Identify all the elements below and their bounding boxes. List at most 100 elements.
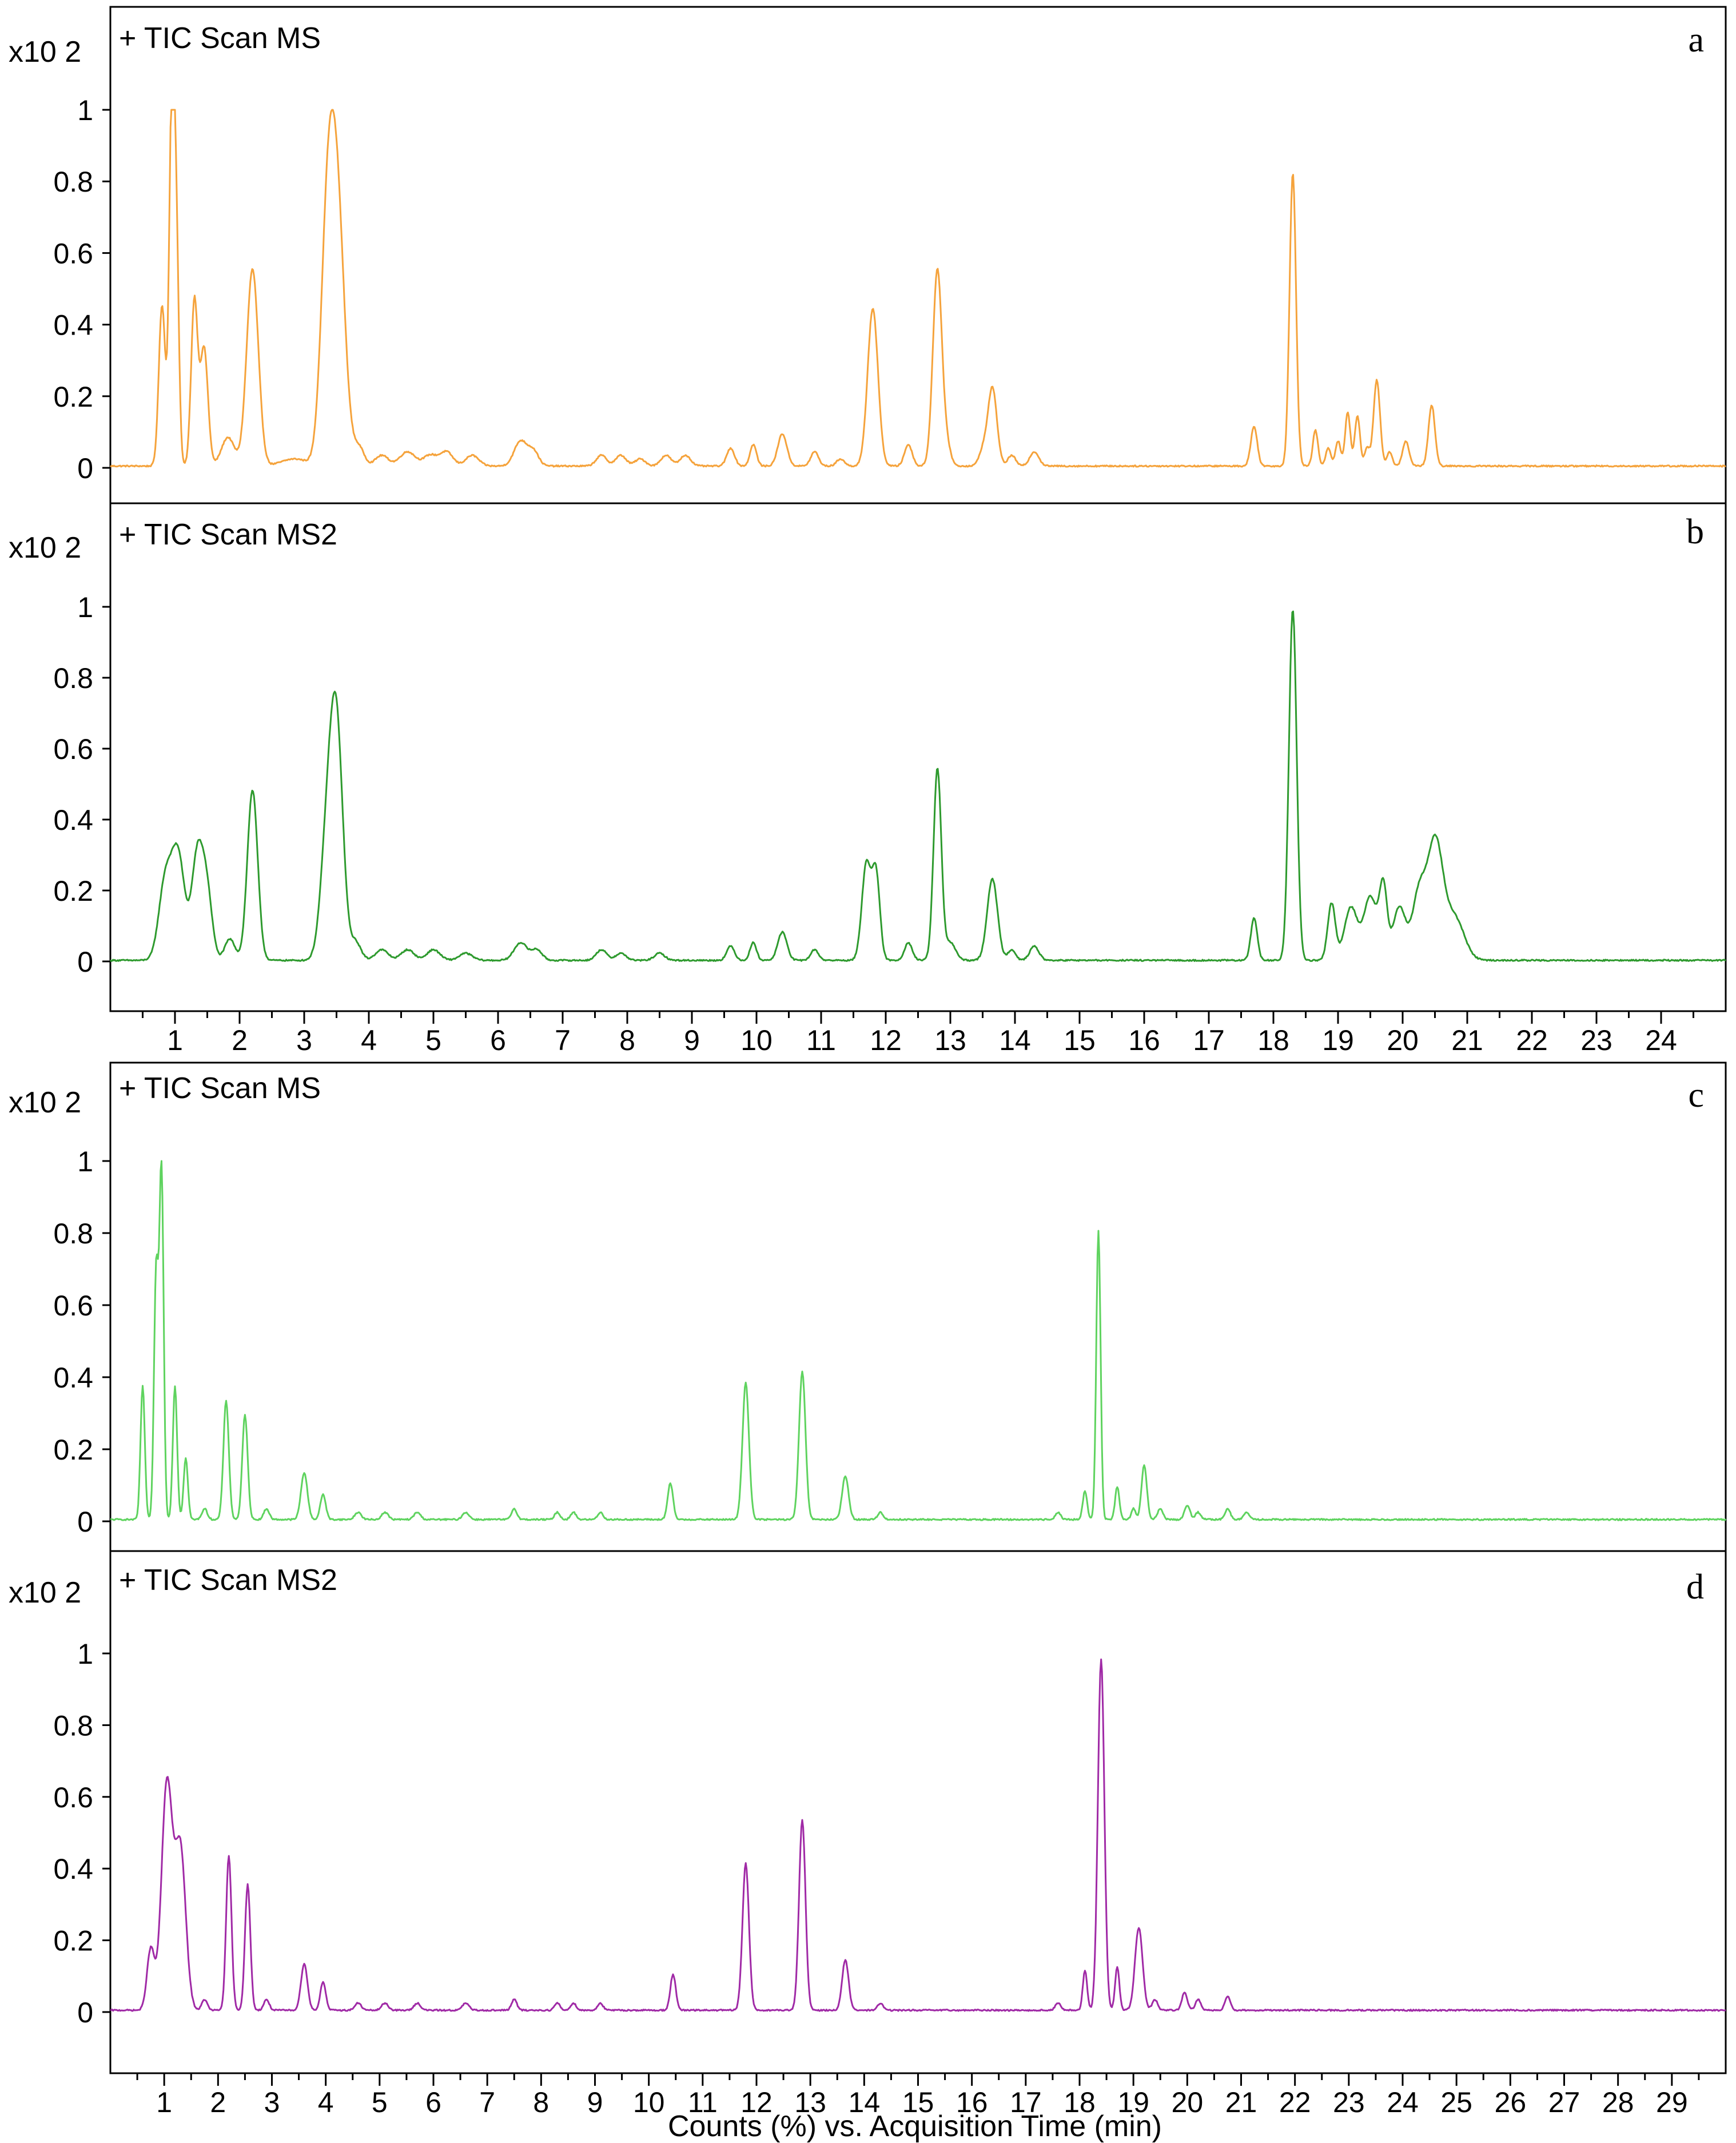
panel-c-ylabel: x10 2 — [9, 1086, 81, 1119]
panel-d-xtick-label: 2 — [210, 2086, 226, 2118]
panel-c-ytick-label: 0.8 — [53, 1218, 93, 1250]
panel-d-xtick-label: 11 — [688, 2086, 718, 2118]
panel-c-ytick-label: 0.6 — [53, 1290, 93, 1322]
panel-b-ytick-label: 0.6 — [53, 733, 93, 765]
panel-b-xtick-label: 20 — [1387, 1024, 1419, 1056]
panel-d-ylabel: x10 2 — [9, 1576, 81, 1609]
panel-d-xtick-label: 26 — [1495, 2086, 1527, 2118]
panel-d-xtick-label: 5 — [372, 2086, 388, 2118]
panel-c-ytick-label: 0 — [77, 1506, 93, 1538]
panel-d-xtick-label: 20 — [1172, 2086, 1204, 2118]
panel-b-xtick-label: 19 — [1322, 1024, 1354, 1056]
panel-b-title: + TIC Scan MS2 — [119, 518, 337, 551]
panel-d-letter: d — [1686, 1568, 1704, 1607]
panel-d-xtick-label: 10 — [633, 2086, 665, 2118]
panel-d-xtick-label: 21 — [1225, 2086, 1257, 2118]
panel-b-xtick-label: 21 — [1451, 1024, 1483, 1056]
panel-b-xtick-label: 22 — [1516, 1024, 1548, 1056]
panel-d-xtick-label: 12 — [740, 2086, 773, 2118]
panel-d-title: + TIC Scan MS2 — [119, 1564, 337, 1597]
panel-c-ytick-label: 0.4 — [53, 1362, 93, 1394]
panel-b-xtick-label: 13 — [934, 1024, 966, 1056]
panel-d-xtick-label: 19 — [1117, 2086, 1149, 2118]
panel-c: x10 2 + TIC Scan MS c 0 0.2 0.4 0.6 0.8 1 — [9, 1061, 1727, 1552]
panel-d-xtick-label: 13 — [794, 2086, 826, 2118]
panel-b-xtick-label: 24 — [1645, 1024, 1677, 1056]
panel-d-frame — [109, 1550, 1727, 2074]
panel-d-trace — [110, 1658, 1726, 2012]
panel-d-xtick-label: 24 — [1387, 2086, 1419, 2118]
panel-d-ytick-label: 1 — [77, 1638, 93, 1670]
panel-d-ytick-label: 0.2 — [53, 1925, 93, 1957]
panel-a-ytick-label: 0 — [77, 452, 93, 484]
panel-b-xtick-label: 12 — [870, 1024, 902, 1056]
panel-b-ytick-label: 0 — [77, 946, 93, 978]
x-axis-label: Counts (%) vs. Acquisition Time (min) — [668, 2110, 1162, 2143]
panel-d-xtick-label: 6 — [425, 2086, 441, 2118]
panel-c-frame — [109, 1061, 1727, 1552]
panel-a-ytick-label: 0.6 — [53, 237, 93, 269]
panel-b-xtick-label: 4 — [361, 1024, 377, 1056]
panel-d-xtick-label: 9 — [587, 2086, 603, 2118]
panel-b-xtick-label: 18 — [1257, 1024, 1289, 1056]
panel-d-xtick-label: 25 — [1440, 2086, 1472, 2118]
panel-b-xtick-label: 10 — [740, 1024, 773, 1056]
panel-b-xtick-label: 1 — [167, 1024, 183, 1056]
panel-b-xtick-label: 3 — [296, 1024, 312, 1056]
panel-b-xtick-label: 8 — [619, 1024, 635, 1056]
panel-d-ytick-label: 0.6 — [53, 1782, 93, 1814]
panel-d-ytick-label: 0.4 — [53, 1853, 93, 1885]
panel-d-xtick-label: 29 — [1656, 2086, 1688, 2118]
panel-d-ytick-label: 0.8 — [53, 1709, 93, 1742]
panel-d-xtick-label: 4 — [318, 2086, 334, 2118]
panel-b: x10 2 + TIC Scan MS2 b 00.20.40.60.811 2 3… — [9, 502, 1727, 1056]
panel-c-ytick-label: 1 — [77, 1146, 93, 1178]
panel-a-ylabel: x10 2 — [9, 35, 81, 69]
panel-d-xtick-label: 23 — [1333, 2086, 1365, 2118]
panel-b-xtick-label: 16 — [1128, 1024, 1160, 1056]
panel-d-xtick-label: 28 — [1602, 2086, 1634, 2118]
panel-d-xtick-label: 7 — [479, 2086, 495, 2118]
panel-d-xtick-label: 16 — [956, 2086, 988, 2118]
panel-c-letter: c — [1688, 1076, 1704, 1115]
panel-d-xtick-label: 1 — [156, 2086, 172, 2118]
panel-b-letter: b — [1686, 512, 1704, 551]
panel-b-xtick-label: 7 — [555, 1024, 571, 1056]
panel-d-xtick-label: 17 — [1010, 2086, 1042, 2118]
panel-b-xtick-label: 2 — [232, 1024, 248, 1056]
panel-c-ytick-label: 0.2 — [53, 1434, 93, 1466]
panel-a-trace — [110, 109, 1726, 468]
panel-a-ytick-label: 1 — [77, 94, 93, 126]
panel-d-xtick-label: 22 — [1279, 2086, 1311, 2118]
panel-d: x10 2 + TIC Scan MS2 d 00.20.40.60.811 2 3… — [9, 1550, 1727, 2118]
panel-d-xtick-label: 27 — [1548, 2086, 1580, 2118]
panel-b-ylabel: x10 2 — [9, 531, 81, 564]
panel-b-xtick-label: 17 — [1193, 1024, 1225, 1056]
panel-b-xtick-label: 5 — [425, 1024, 441, 1056]
panel-c-title: + TIC Scan MS — [119, 1072, 321, 1105]
panel-d-xtick-label: 14 — [849, 2086, 881, 2118]
panel-b-xtick-label: 14 — [999, 1024, 1031, 1056]
panel-a-ytick-label: 0.8 — [53, 166, 93, 198]
panel-d-xtick-label: 15 — [902, 2086, 934, 2118]
panel-a-ytick-label: 0.4 — [53, 309, 93, 341]
panel-b-ytick-label: 0.8 — [53, 662, 93, 694]
panel-d-xtick-label: 18 — [1064, 2086, 1096, 2118]
panel-b-xtick-label: 9 — [684, 1024, 700, 1056]
panel-a-letter: a — [1688, 21, 1704, 59]
panel-a-title: + TIC Scan MS — [119, 22, 321, 55]
panel-b-xtick-label: 15 — [1064, 1024, 1096, 1056]
panel-c-trace — [110, 1160, 1727, 1521]
panel-b-xtick-label: 23 — [1580, 1024, 1612, 1056]
panel-a: x10 2 + TIC Scan MS a 0 0.2 0.4 0.6 0.8 1 — [9, 6, 1727, 504]
panel-d-xtick-label: 3 — [264, 2086, 280, 2118]
panel-b-ytick-label: 0.2 — [53, 875, 93, 907]
panel-d-xtick-label: 8 — [533, 2086, 549, 2118]
panel-b-ytick-label: 1 — [77, 591, 93, 623]
panel-d-ytick-label: 0 — [77, 1997, 93, 2029]
panel-b-xtick-label: 6 — [490, 1024, 506, 1056]
panel-a-ytick-label: 0.2 — [53, 381, 93, 413]
panel-b-trace — [109, 610, 1726, 962]
panel-b-ytick-label: 0.4 — [53, 804, 93, 836]
